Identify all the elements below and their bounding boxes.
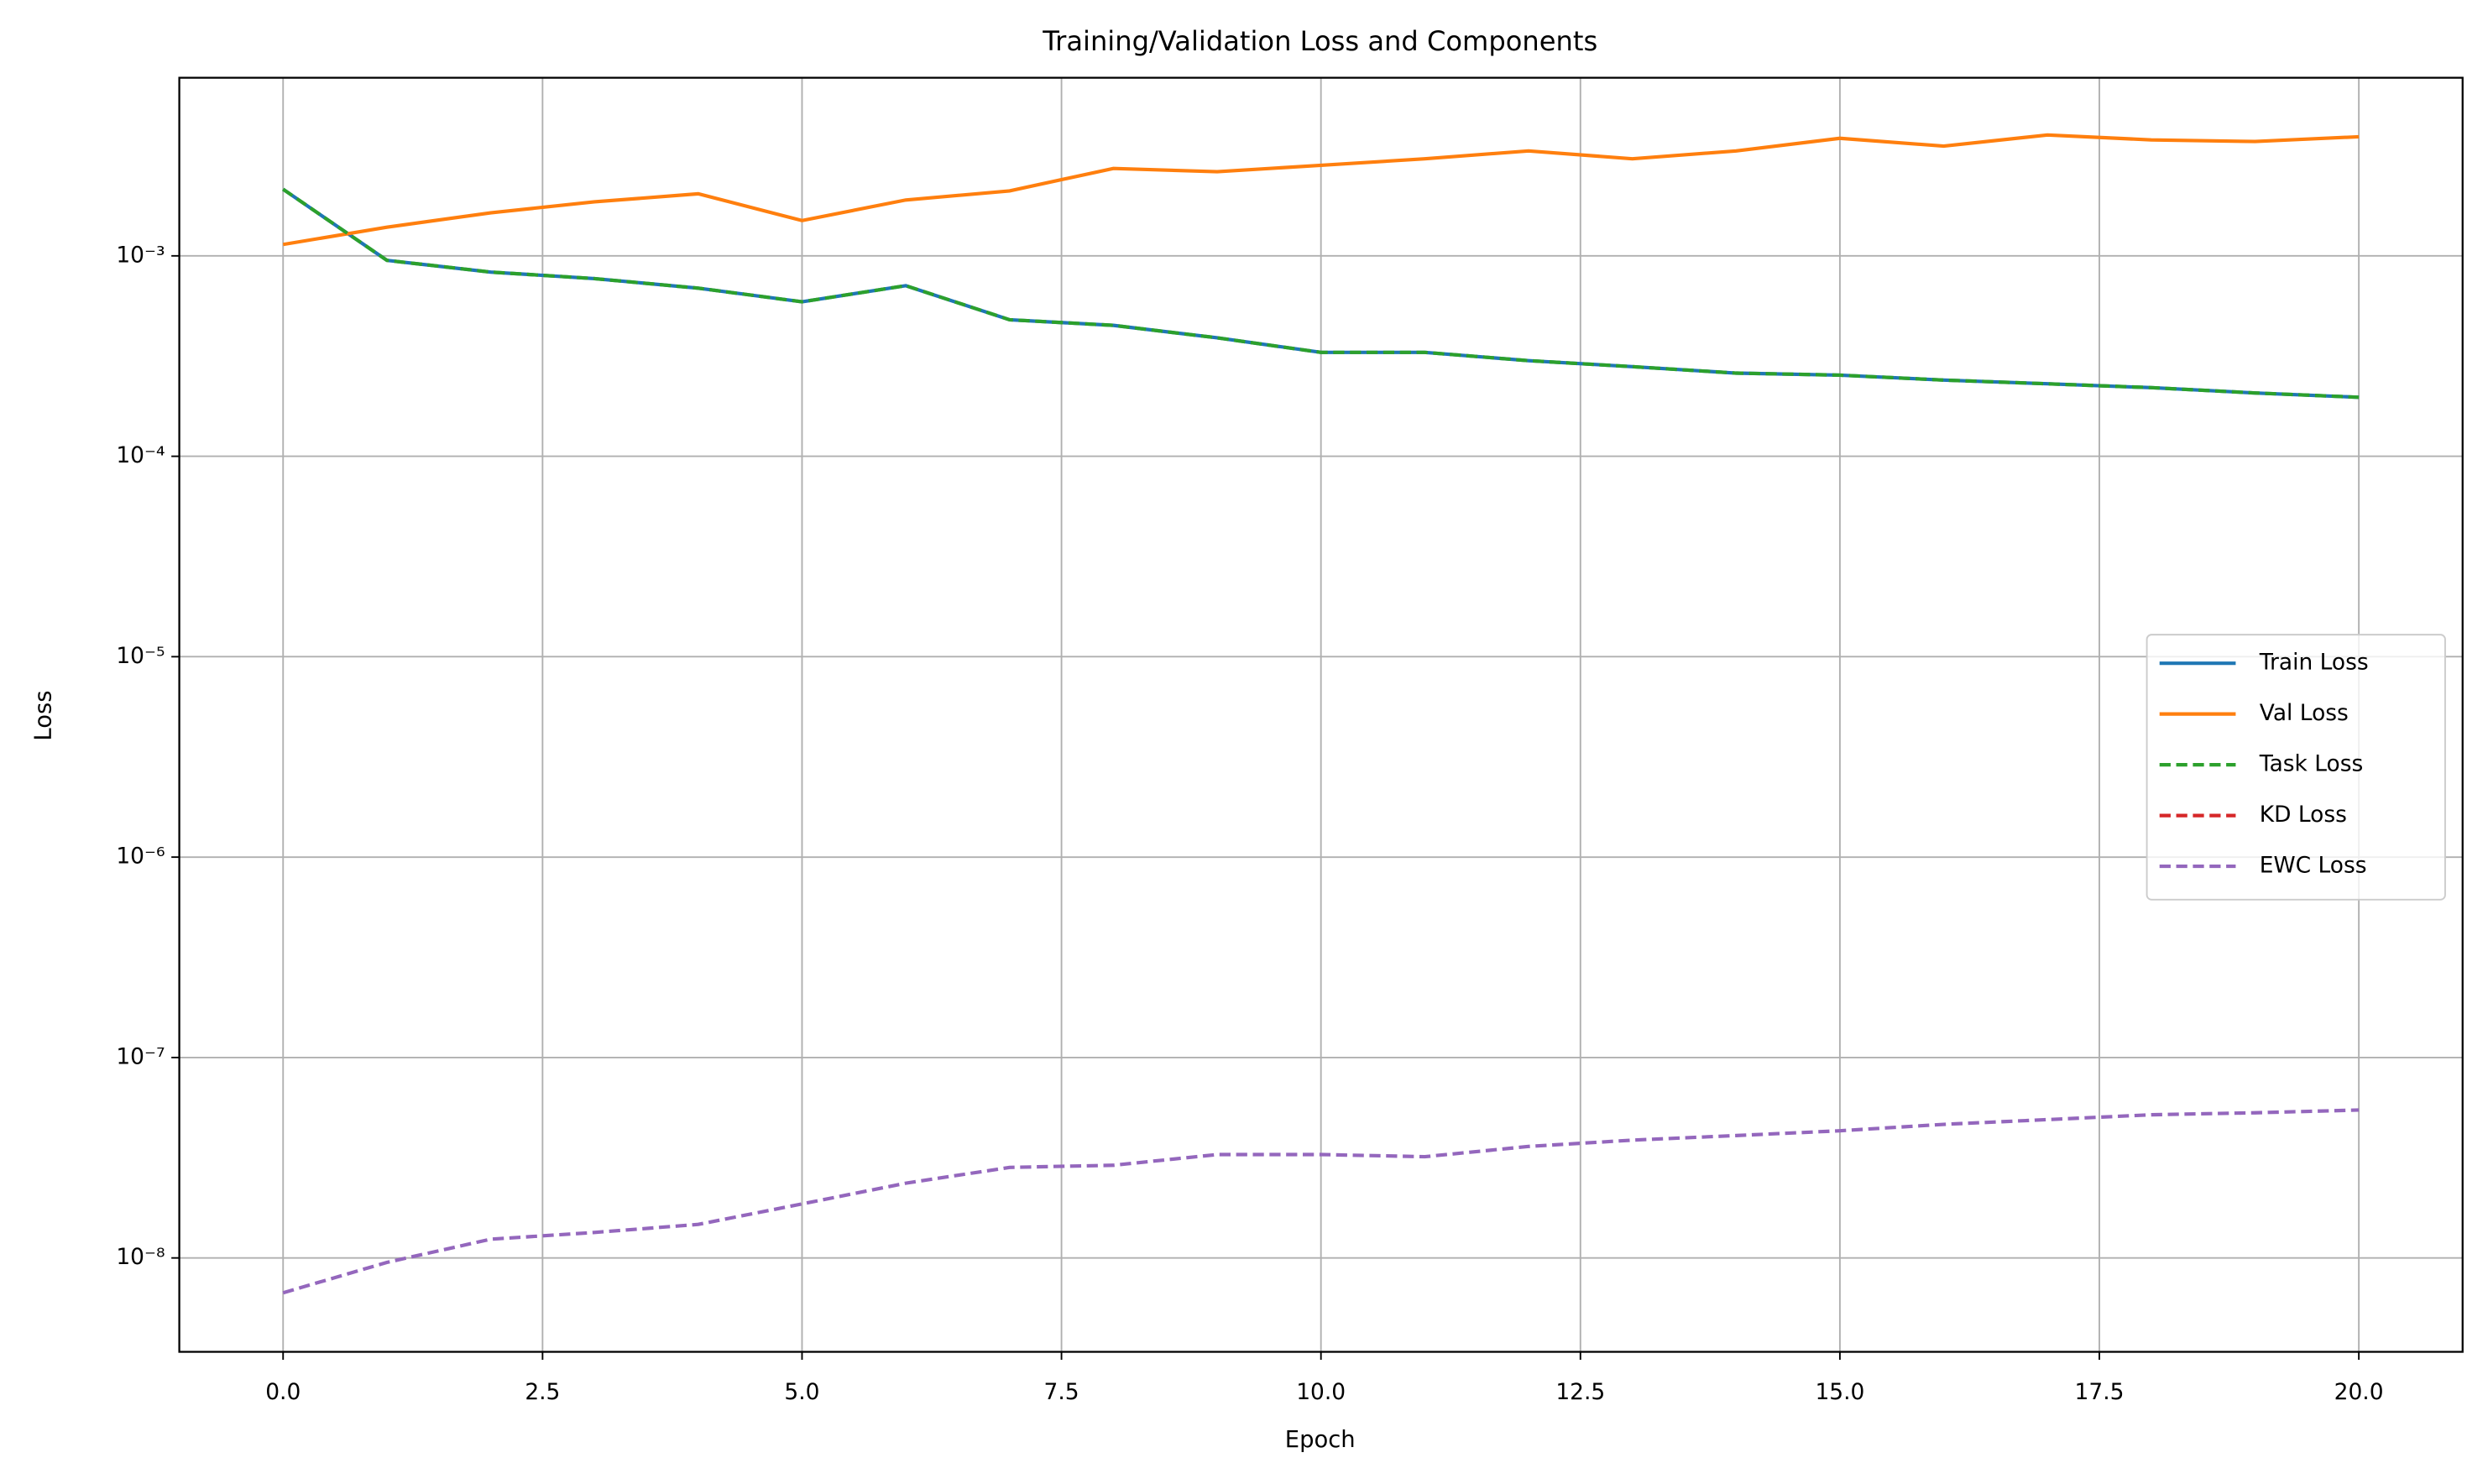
x-tick-label: 7.5 [1044,1379,1079,1405]
y-tick-label: 10⁻⁷ [116,1043,165,1069]
plot-frame [178,76,2464,1353]
x-tick-label: 15.0 [1815,1379,1864,1405]
x-tick-label: 2.5 [525,1379,560,1405]
series-line [282,133,2360,247]
legend-label: Task Loss [2259,751,2364,777]
x-tick-label: 12.5 [1555,1379,1605,1405]
legend-label: KD Loss [2260,802,2347,828]
legend-label: Val Loss [2260,700,2349,726]
x-tick-label: 17.5 [2075,1379,2125,1405]
series-line [282,1108,2360,1295]
x-tick-label: 10.0 [1296,1379,1346,1405]
y-axis-label: Loss [30,690,56,740]
y-tick-label: 10⁻⁴ [116,442,165,468]
series-line [282,187,2360,400]
y-tick-label: 10⁻⁵ [116,643,165,669]
y-tick-label: 10⁻⁸ [116,1244,165,1270]
x-tick-label: 5.0 [784,1379,819,1405]
legend-box [2146,634,2446,901]
y-tick-label: 10⁻³ [116,242,165,268]
legend-label: EWC Loss [2260,853,2367,879]
grid [179,77,2463,1352]
x-tick-label: 0.0 [265,1379,301,1405]
x-tick-label: 20.0 [2334,1379,2384,1405]
legend: Train Loss Val Loss Task Loss KD Loss EWC Lo… [2146,634,2446,901]
legend-label: Train Loss [2259,650,2369,676]
x-axis-label: Epoch [1285,1427,1356,1453]
y-tick-label: 10⁻⁶ [116,844,165,870]
chart-title: Training/Validation Loss and Components [1042,25,1597,57]
